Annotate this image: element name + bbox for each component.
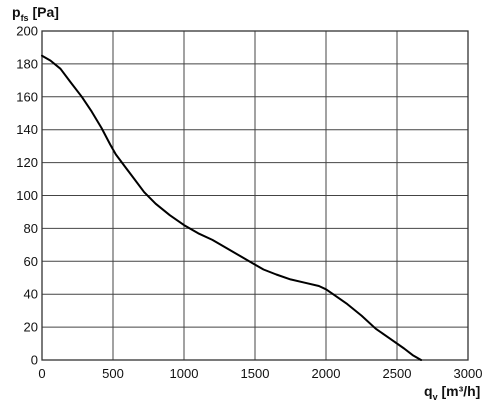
x-tick-label: 2500 bbox=[383, 366, 412, 381]
x-tick-labels: 0 500 1000 1500 2000 2500 3000 bbox=[38, 366, 482, 381]
plot-frame bbox=[41, 30, 469, 361]
y-axis-label-sub: fs bbox=[21, 13, 29, 23]
y-tick-label: 80 bbox=[24, 221, 38, 236]
x-tick-label: 3000 bbox=[454, 366, 483, 381]
y-tick-label: 160 bbox=[16, 89, 38, 104]
y-tick-label: 20 bbox=[24, 320, 38, 335]
grid bbox=[41, 30, 469, 361]
y-tick-label: 40 bbox=[24, 287, 38, 302]
y-axis-label-main: p bbox=[12, 4, 21, 20]
y-axis-label-unit: [Pa] bbox=[29, 4, 59, 20]
y-tick-label: 100 bbox=[16, 188, 38, 203]
x-tick-label: 1000 bbox=[170, 366, 199, 381]
y-tick-label: 0 bbox=[31, 353, 38, 368]
curve-layer bbox=[41, 54, 423, 361]
x-tick-label: 0 bbox=[38, 366, 45, 381]
y-tick-label: 60 bbox=[24, 254, 38, 269]
x-tick-label: 1500 bbox=[241, 366, 270, 381]
x-axis-label-sub: v bbox=[433, 392, 438, 402]
pressure-curve bbox=[41, 54, 423, 361]
y-tick-labels: 0 20 40 60 80 100 120 140 160 180 200 bbox=[16, 24, 38, 368]
x-tick-label: 2000 bbox=[312, 366, 341, 381]
x-axis-label-unit: [m³/h] bbox=[438, 383, 481, 399]
y-tick-label: 200 bbox=[16, 24, 38, 39]
y-tick-label: 180 bbox=[16, 56, 38, 71]
x-axis-label-main: q bbox=[424, 383, 433, 399]
y-tick-label: 140 bbox=[16, 122, 38, 137]
x-tick-label: 500 bbox=[102, 366, 124, 381]
x-axis-label: qv [m³/h] bbox=[424, 383, 480, 402]
y-axis-label: pfs [Pa] bbox=[12, 4, 59, 23]
y-tick-label: 120 bbox=[16, 155, 38, 170]
